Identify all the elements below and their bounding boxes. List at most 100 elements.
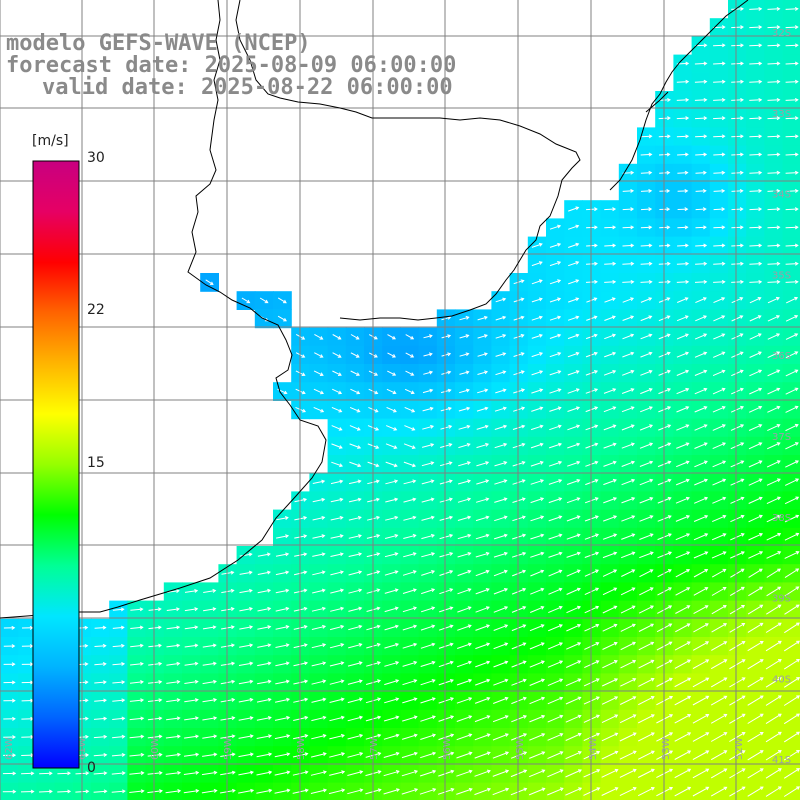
- wind-arrow: [749, 79, 763, 84]
- wind-arrow: [713, 43, 726, 48]
- wind-arrow: [695, 243, 708, 248]
- wind-arrow: [767, 170, 781, 175]
- wind-arrow: [731, 116, 744, 121]
- valid-date: valid date: 2025-08-22 06:00:00: [42, 75, 453, 100]
- wind-arrow: [785, 61, 799, 66]
- wind-arrow: [749, 225, 763, 230]
- wind-arrow: [568, 279, 580, 285]
- lat-label: 37S: [772, 432, 791, 443]
- wind-arrow: [640, 297, 653, 303]
- wind-arrow: [604, 225, 617, 230]
- wind-arrow: [731, 43, 744, 48]
- wind-arrow: [767, 261, 781, 266]
- wind-arrow: [694, 61, 708, 66]
- wind-arrow: [713, 79, 726, 84]
- lon-label: 56W: [442, 737, 453, 760]
- colorbar-tick-22: 22: [87, 302, 105, 318]
- lon-label: 62W: [4, 737, 15, 760]
- lon-label: 53W: [661, 737, 672, 760]
- wind-arrow: [731, 207, 744, 212]
- wind-arrow: [785, 43, 799, 48]
- lon-label: 55W: [515, 737, 526, 760]
- wind-arrow: [676, 279, 690, 284]
- wind-arrow: [731, 152, 744, 157]
- wind-arrow: [749, 61, 763, 66]
- wind-arrow: [767, 79, 781, 84]
- wind-arrow: [767, 243, 781, 248]
- lat-label: 38S: [772, 513, 791, 524]
- wind-arrow: [785, 225, 799, 230]
- wind-arrow: [513, 279, 525, 285]
- wind-arrow: [495, 297, 507, 303]
- wind-arrow: [749, 297, 762, 304]
- wind-arrow: [277, 315, 287, 322]
- colorbar-gradient: [32, 160, 80, 769]
- wind-arrow: [767, 188, 781, 193]
- wind-arrow: [695, 297, 707, 304]
- wind-arrow: [604, 279, 617, 284]
- colorbar-tick-max: 30: [87, 150, 105, 166]
- wind-arrow: [731, 97, 744, 102]
- lat-label: 32S: [772, 28, 791, 39]
- wind-arrow: [622, 279, 635, 284]
- wind-arrow: [695, 152, 708, 157]
- lon-label: 58W: [296, 737, 307, 760]
- wind-arrow: [713, 225, 726, 230]
- wind-arrow: [767, 6, 781, 11]
- wind-arrow: [676, 79, 690, 84]
- wind-arrow: [785, 261, 799, 266]
- wind-arrow: [604, 261, 617, 266]
- wind-arrow: [695, 170, 707, 175]
- wind-arrow: [713, 207, 726, 212]
- wind-arrow: [622, 207, 635, 212]
- wind-arrow: [259, 297, 269, 304]
- wind-arrow: [731, 188, 744, 193]
- field-cell: [782, 782, 800, 800]
- wind-arrow: [731, 61, 744, 66]
- lon-label: 54W: [588, 737, 599, 760]
- wind-arrow: [549, 242, 562, 248]
- wind-arrow: [677, 297, 689, 303]
- wind-arrow: [731, 25, 744, 30]
- wind-arrow: [694, 97, 708, 102]
- wind-arrow: [676, 261, 690, 266]
- wind-arrow: [749, 6, 763, 11]
- lon-label: 57W: [369, 737, 380, 760]
- wind-arrow: [640, 152, 653, 157]
- wind-arrow: [785, 97, 799, 102]
- wind-arrow: [767, 152, 781, 157]
- wind-arrow: [749, 207, 763, 212]
- wind-arrow: [785, 134, 799, 139]
- wind-arrow: [640, 225, 653, 230]
- wind-arrow: [767, 97, 781, 102]
- wind-arrow: [568, 297, 580, 303]
- wind-arrow: [749, 25, 763, 30]
- wind-arrow: [622, 243, 635, 248]
- wind-arrow: [731, 243, 744, 248]
- wind-arrow: [604, 243, 617, 248]
- wind-arrow: [676, 97, 690, 102]
- wind-arrow: [205, 279, 214, 285]
- wind-arrow: [640, 261, 653, 266]
- wind-arrow: [640, 207, 653, 212]
- lat-label: 34S: [772, 190, 791, 201]
- wind-arrow: [767, 296, 780, 304]
- wind-arrow: [640, 170, 653, 175]
- lat-label: 33S: [772, 109, 791, 120]
- wind-arrow: [695, 207, 707, 212]
- wind-arrow: [785, 188, 799, 193]
- wind-arrow: [767, 25, 781, 30]
- wind-arrow: [785, 279, 799, 284]
- wind-arrow: [622, 261, 635, 266]
- wind-arrow: [277, 297, 287, 304]
- wind-arrow: [531, 261, 543, 267]
- wind-arrow: [713, 261, 726, 266]
- wind-arrow: [731, 279, 744, 284]
- wind-arrow: [531, 279, 543, 285]
- wind-arrow: [749, 279, 763, 284]
- wind-arrow: [767, 134, 781, 139]
- wind-arrow: [749, 134, 763, 139]
- lon-label: 59W: [223, 737, 234, 760]
- wind-arrow: [568, 224, 580, 230]
- wind-arrow: [731, 297, 744, 304]
